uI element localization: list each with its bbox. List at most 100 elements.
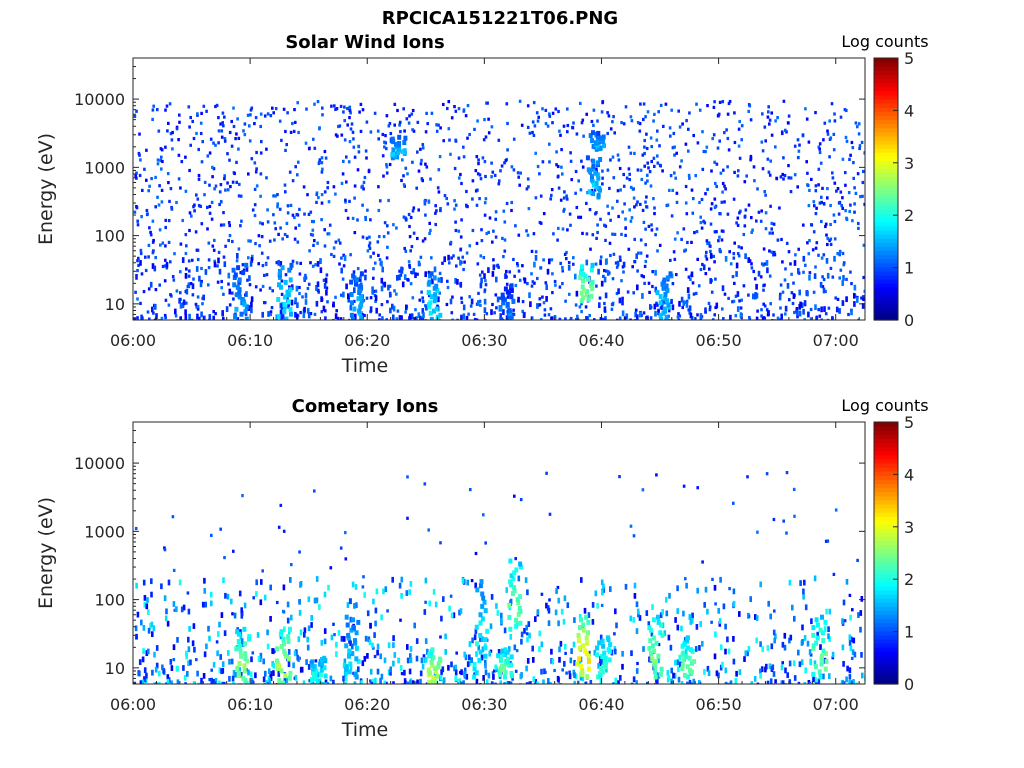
cell xyxy=(297,160,300,164)
cell xyxy=(533,124,537,128)
cell xyxy=(135,582,138,589)
cell xyxy=(546,605,550,611)
cell xyxy=(187,282,191,289)
cell xyxy=(140,319,144,320)
cell xyxy=(240,612,244,619)
cell xyxy=(347,296,350,303)
cell xyxy=(525,682,529,684)
cell xyxy=(550,316,554,320)
feature-cell xyxy=(580,284,585,290)
cell xyxy=(722,317,725,320)
cell xyxy=(659,164,662,168)
cell xyxy=(818,147,821,151)
cell xyxy=(320,296,323,303)
feature-cell xyxy=(485,628,490,634)
cell xyxy=(140,272,144,276)
cell xyxy=(704,586,708,593)
cell xyxy=(650,228,654,232)
feature-cell xyxy=(358,283,363,289)
cell xyxy=(798,289,801,296)
cell xyxy=(172,658,176,662)
cell xyxy=(322,305,326,312)
cell xyxy=(509,681,513,684)
colorbar-step xyxy=(874,618,898,624)
cell xyxy=(366,610,370,617)
cell xyxy=(727,101,731,106)
feature-cell xyxy=(350,651,355,657)
cell xyxy=(598,296,602,300)
cell xyxy=(433,671,437,678)
feature-cell xyxy=(601,643,606,649)
feature-cell xyxy=(349,292,354,297)
cell xyxy=(177,138,180,142)
cell xyxy=(335,309,338,313)
cell xyxy=(651,604,654,610)
cell xyxy=(245,291,248,297)
feature-cell xyxy=(276,297,281,302)
feature-cell xyxy=(579,269,584,274)
feature-cell xyxy=(242,668,247,674)
cell xyxy=(142,579,146,586)
cell xyxy=(636,269,639,273)
cell xyxy=(793,675,797,681)
colorbar-step xyxy=(874,479,898,484)
colorbar-step xyxy=(874,565,898,570)
feature-cell xyxy=(666,302,671,308)
feature-cell xyxy=(235,629,240,635)
cell xyxy=(403,246,406,251)
cell xyxy=(269,616,272,622)
cell xyxy=(820,219,823,224)
cell xyxy=(265,680,268,684)
cell xyxy=(297,130,300,135)
feature-cell xyxy=(594,140,598,146)
cell xyxy=(349,616,353,623)
cell xyxy=(537,115,540,119)
cell xyxy=(478,173,482,177)
cell xyxy=(435,123,438,127)
feature-cell xyxy=(479,579,484,585)
cell xyxy=(687,308,690,312)
cell xyxy=(764,683,767,684)
cell xyxy=(659,612,663,619)
cell xyxy=(748,318,752,320)
cell xyxy=(309,232,313,237)
cell xyxy=(721,181,725,186)
cell xyxy=(729,262,733,266)
cell xyxy=(384,586,388,593)
cell xyxy=(294,165,297,169)
cell xyxy=(160,155,163,159)
cell xyxy=(135,109,138,113)
feature-cell xyxy=(426,290,431,295)
cell xyxy=(761,149,765,153)
cell xyxy=(542,212,546,216)
feature-cell xyxy=(430,662,435,668)
cell xyxy=(222,577,225,584)
cell xyxy=(635,628,639,634)
cell xyxy=(388,683,391,684)
cell xyxy=(415,655,419,662)
cell xyxy=(568,684,571,690)
feature-cell xyxy=(472,674,477,680)
cell xyxy=(645,132,648,136)
cell xyxy=(151,219,155,223)
cell xyxy=(495,603,498,609)
cell xyxy=(696,141,700,145)
cell xyxy=(699,313,703,319)
colorbar-step xyxy=(874,164,898,170)
cell xyxy=(720,644,723,651)
colorbar-step xyxy=(874,98,898,104)
cell xyxy=(723,292,727,296)
cell xyxy=(831,176,835,180)
cell xyxy=(423,237,427,241)
cell xyxy=(779,283,783,287)
cell xyxy=(494,683,498,684)
cell xyxy=(712,105,716,109)
cell xyxy=(258,244,261,248)
feature-cell xyxy=(478,633,483,638)
colorbar-step xyxy=(874,254,898,260)
cell xyxy=(314,263,317,267)
cell xyxy=(668,126,672,130)
cell xyxy=(476,119,479,123)
colorbar-step xyxy=(874,94,898,100)
cell xyxy=(259,319,263,320)
